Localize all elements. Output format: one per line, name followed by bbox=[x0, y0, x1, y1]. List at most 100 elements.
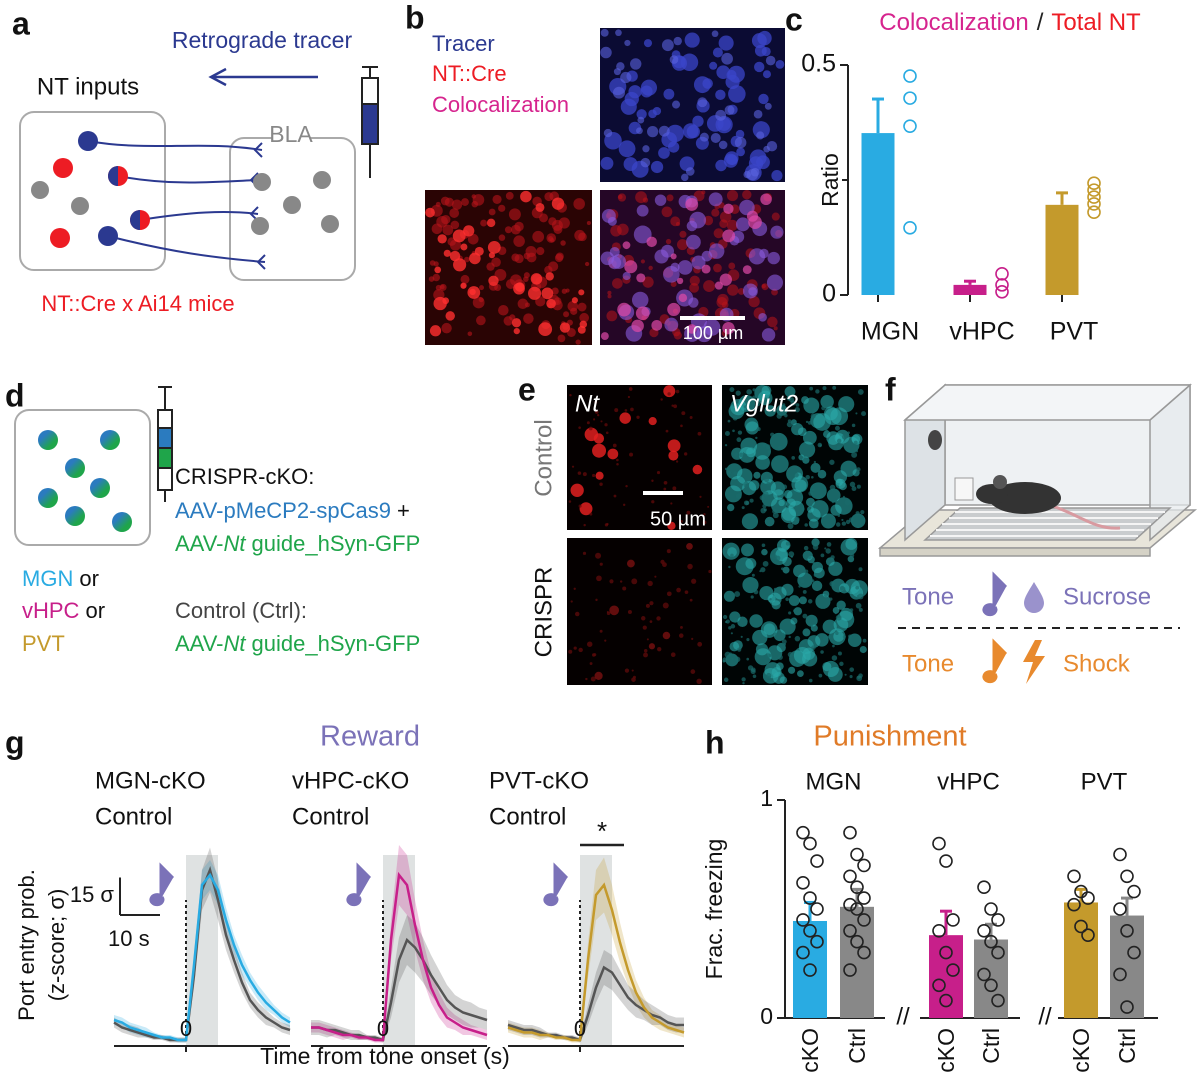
cell bbox=[762, 70, 771, 79]
cell bbox=[613, 494, 617, 498]
data-point bbox=[850, 880, 864, 895]
cell bbox=[790, 555, 794, 558]
cell bbox=[441, 322, 452, 334]
cell bbox=[584, 427, 599, 442]
data-point bbox=[810, 854, 824, 868]
cell bbox=[826, 542, 832, 547]
cell bbox=[599, 482, 603, 486]
cell bbox=[729, 412, 734, 417]
cell bbox=[829, 597, 833, 601]
cell bbox=[460, 282, 467, 289]
cell bbox=[607, 294, 612, 299]
cell bbox=[649, 601, 654, 606]
tone-label: Tone bbox=[902, 650, 954, 677]
data-point bbox=[843, 869, 857, 884]
cell bbox=[721, 301, 729, 309]
cell bbox=[851, 451, 858, 458]
data-point bbox=[946, 963, 960, 977]
cell bbox=[734, 591, 741, 598]
cell bbox=[810, 413, 816, 419]
cell bbox=[536, 247, 545, 256]
cell bbox=[748, 296, 760, 308]
neuron bbox=[53, 158, 73, 178]
cell bbox=[842, 495, 846, 498]
mouse-body bbox=[989, 482, 1061, 514]
data-point bbox=[1120, 923, 1134, 938]
cell bbox=[783, 489, 793, 499]
construct-part: guide_hSyn-GFP bbox=[252, 531, 421, 556]
syringe bbox=[361, 66, 379, 178]
panel-label: f bbox=[885, 371, 896, 407]
cell bbox=[672, 100, 681, 109]
cell bbox=[723, 153, 738, 168]
construct: AAV-Nt guide_hSyn-GFP bbox=[175, 531, 420, 556]
cell bbox=[764, 405, 776, 417]
cell bbox=[793, 491, 797, 494]
cell bbox=[625, 484, 628, 488]
data-point bbox=[803, 963, 817, 977]
cell bbox=[702, 520, 707, 525]
x-tick-label: 0 bbox=[377, 1016, 389, 1041]
cell bbox=[820, 513, 836, 529]
cell bbox=[701, 190, 706, 195]
cell bbox=[817, 442, 823, 448]
cell bbox=[768, 653, 772, 658]
error-bar bbox=[1056, 191, 1068, 205]
cell bbox=[616, 463, 619, 466]
data-point bbox=[1113, 967, 1127, 982]
cell bbox=[723, 677, 729, 683]
data-point bbox=[939, 993, 953, 1008]
cell bbox=[733, 640, 743, 651]
label-bg bbox=[272, 122, 310, 148]
cell bbox=[471, 194, 476, 199]
cell bbox=[701, 264, 711, 274]
cell bbox=[687, 563, 693, 570]
cell bbox=[685, 197, 699, 211]
cell bbox=[660, 398, 663, 401]
scale-label: 100 µm bbox=[683, 323, 743, 343]
cell bbox=[771, 554, 778, 560]
data-point bbox=[991, 913, 1005, 927]
cell bbox=[548, 217, 557, 226]
neuron bbox=[253, 173, 271, 191]
data-point bbox=[803, 836, 817, 851]
cell bbox=[614, 408, 619, 413]
cell bbox=[849, 675, 853, 679]
data-point bbox=[977, 967, 991, 982]
data-point bbox=[977, 923, 991, 938]
cell bbox=[460, 243, 468, 251]
cell bbox=[734, 136, 747, 149]
cell bbox=[753, 589, 759, 595]
cell bbox=[857, 593, 864, 600]
cell bbox=[732, 415, 738, 421]
cell bbox=[755, 455, 770, 470]
cell bbox=[801, 396, 809, 404]
data-point bbox=[995, 278, 1009, 292]
cell bbox=[773, 586, 787, 600]
cell bbox=[845, 519, 851, 525]
cell bbox=[696, 678, 702, 685]
cell bbox=[856, 467, 861, 472]
cell bbox=[831, 500, 835, 504]
construct-part: Nt bbox=[224, 531, 247, 556]
cell bbox=[773, 587, 777, 591]
cell bbox=[844, 499, 851, 506]
x-tick-label: cKO bbox=[933, 1028, 959, 1073]
cell bbox=[727, 470, 732, 475]
cell bbox=[728, 565, 731, 569]
x-tick-label: MGN bbox=[861, 318, 919, 346]
cell bbox=[429, 325, 442, 337]
cell bbox=[727, 284, 739, 296]
cell bbox=[802, 628, 811, 637]
cell bbox=[812, 544, 819, 550]
cell bbox=[654, 194, 667, 206]
cell bbox=[808, 678, 813, 683]
cell bbox=[585, 677, 588, 681]
reward-label: Sucrose bbox=[1063, 583, 1151, 610]
cell bbox=[756, 427, 761, 432]
chamber bbox=[877, 383, 1198, 557]
cell bbox=[472, 296, 485, 309]
bar bbox=[840, 906, 874, 1018]
cell bbox=[504, 226, 512, 234]
cell bbox=[658, 125, 670, 137]
